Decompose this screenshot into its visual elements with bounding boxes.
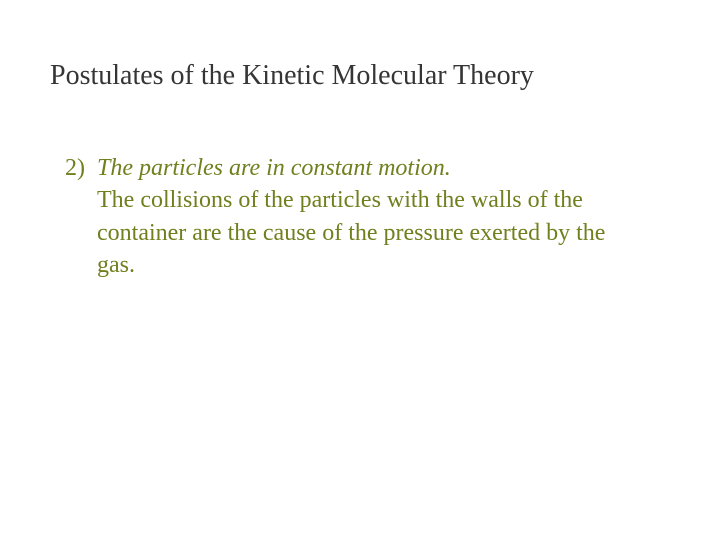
- item-number: 2): [65, 152, 85, 184]
- postulate-explanation: The collisions of the particles with the…: [97, 184, 617, 281]
- item-body: The particles are in constant motion. Th…: [97, 152, 617, 282]
- postulate-statement: The particles are in constant motion.: [97, 152, 617, 184]
- slide-title: Postulates of the Kinetic Molecular Theo…: [50, 60, 670, 92]
- postulate-item: 2) The particles are in constant motion.…: [50, 152, 670, 282]
